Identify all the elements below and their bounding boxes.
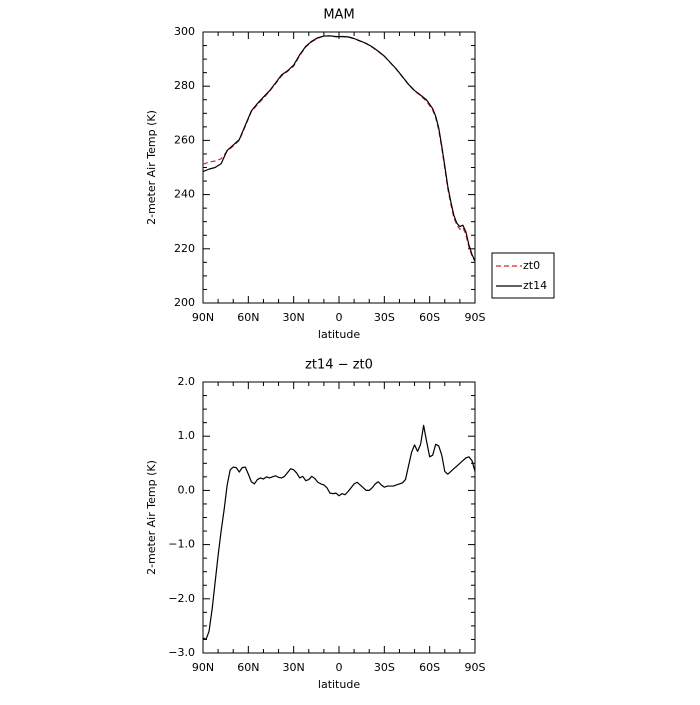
x-axis-label: latitude (318, 328, 360, 341)
x-tick-label: 90S (465, 311, 486, 324)
x-tick-label: 60N (237, 311, 259, 324)
y-tick-label: 2.0 (178, 375, 196, 388)
series-line-zt14 (203, 35, 475, 262)
series-line-zt0 (203, 35, 475, 262)
x-axis-label: latitude (318, 678, 360, 691)
x-tick-label: 60S (419, 661, 440, 674)
chart-title: zt14 − zt0 (305, 358, 373, 373)
x-tick-label: 60N (237, 661, 259, 674)
y-tick-label: −2.0 (168, 592, 195, 605)
legend-label-zt0: zt0 (523, 259, 540, 272)
x-tick-label: 90S (465, 661, 486, 674)
x-tick-label: 0 (336, 311, 343, 324)
y-tick-label: −1.0 (168, 538, 195, 551)
legend-label-zt14: zt14 (523, 279, 547, 292)
legend-box (491, 252, 555, 299)
series-line-difference (203, 424, 475, 641)
y-tick-label: 300 (174, 25, 195, 38)
y-tick-label: 1.0 (178, 429, 196, 442)
x-tick-label: 30S (374, 661, 395, 674)
y-axis-label: 2-meter Air Temp (K) (145, 110, 158, 225)
y-tick-label: 260 (174, 133, 195, 146)
x-tick-label: 60S (419, 311, 440, 324)
plot-frame (202, 31, 476, 304)
chart-panel-2: zt14 − zt0 90N 60N 30N 0 30S 60S 90S −3.0 −2.0 −1.… (145, 358, 486, 692)
chart-panel-1: MAM 90N 60N 30N 0 30S 60S 90S 200 220 240 260 280 300… (145, 8, 555, 341)
y-tick-label: 220 (174, 242, 195, 255)
x-tick-label: 30N (283, 661, 305, 674)
chart-title: MAM (323, 8, 354, 23)
y-tick-label: 200 (174, 296, 195, 309)
y-tick-label: −3.0 (168, 646, 195, 659)
y-axis-label: 2-meter Air Temp (K) (145, 460, 158, 575)
x-tick-label: 30N (283, 311, 305, 324)
x-tick-label: 90N (192, 661, 214, 674)
y-tick-label: 280 (174, 79, 195, 92)
x-tick-label: 30S (374, 311, 395, 324)
legend: zt0 zt14 (491, 252, 555, 299)
plot-frame (202, 381, 476, 654)
y-tick-label: 0.0 (178, 483, 196, 496)
x-tick-label: 0 (336, 661, 343, 674)
x-tick-label: 90N (192, 311, 214, 324)
y-tick-label: 240 (174, 188, 195, 201)
